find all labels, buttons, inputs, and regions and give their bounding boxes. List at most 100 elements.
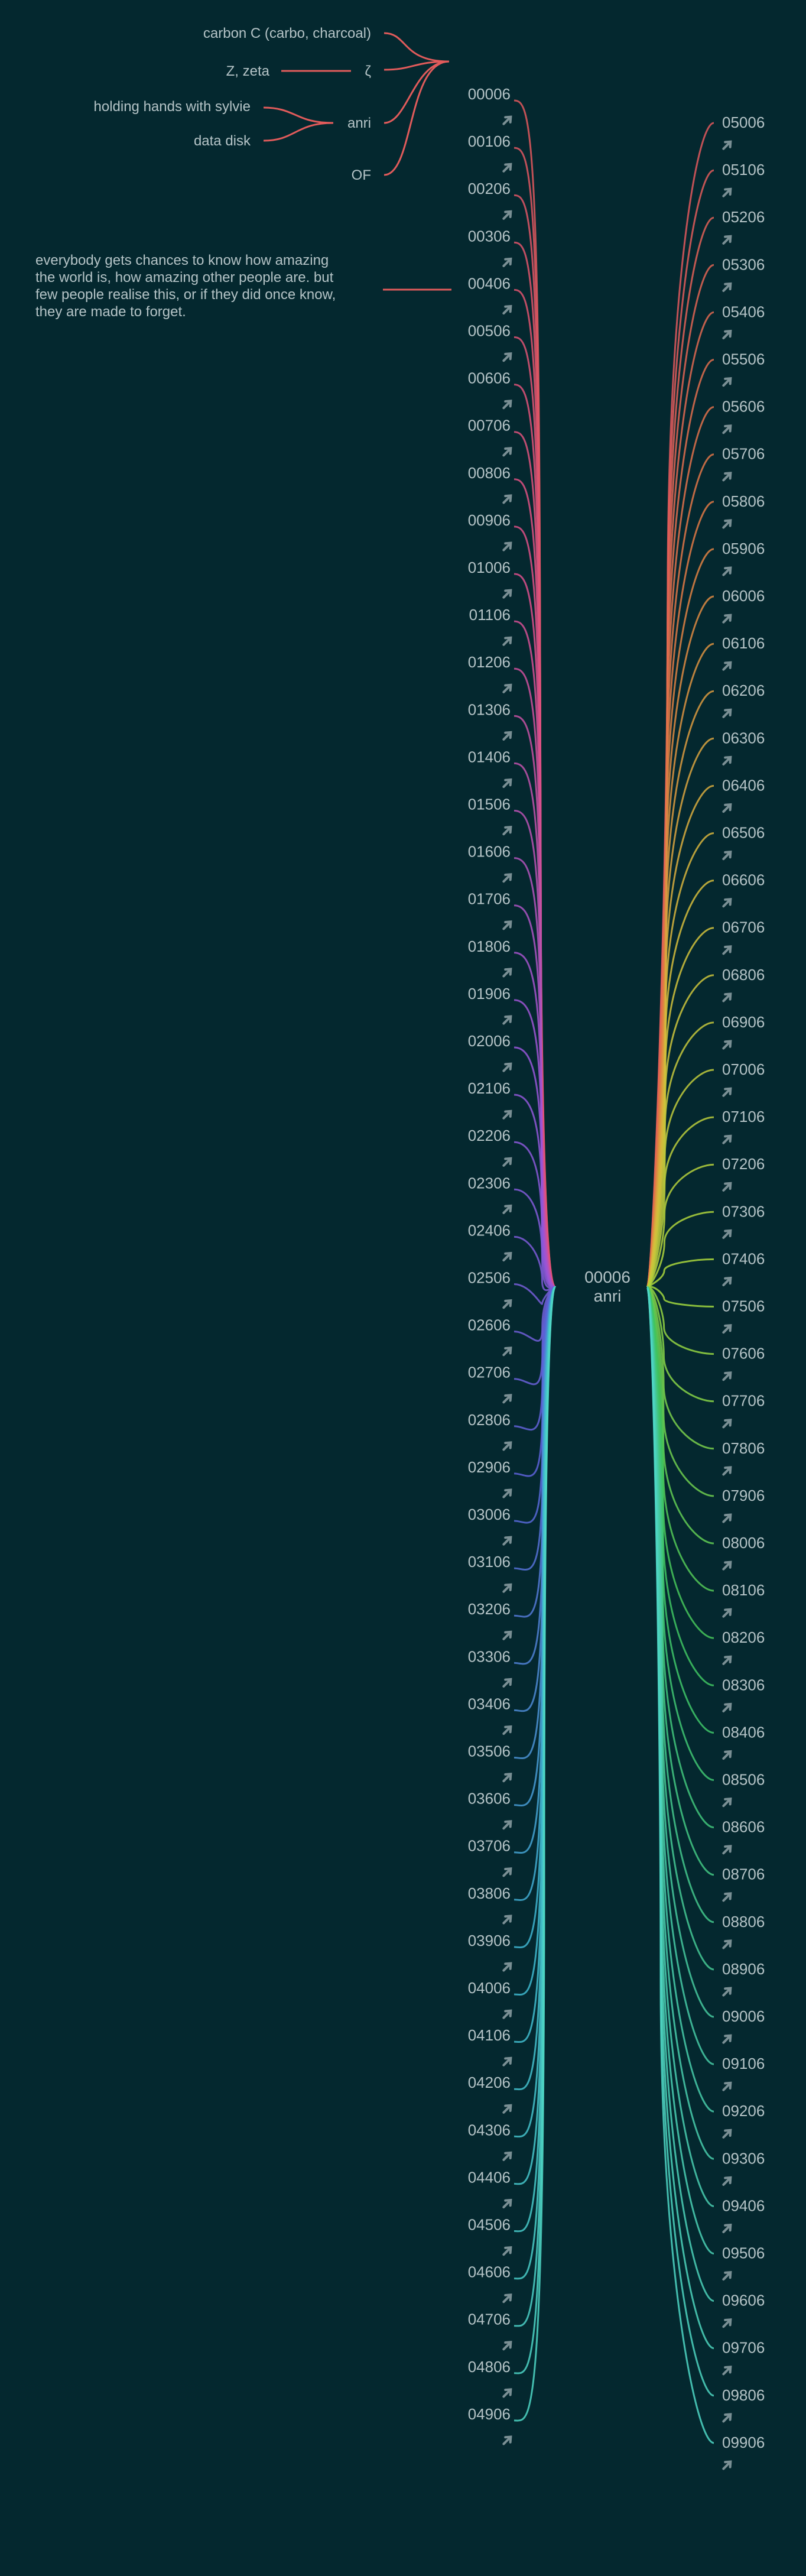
node-05006[interactable]: 05006 bbox=[722, 113, 765, 131]
node-04806[interactable]: 04806 bbox=[468, 2358, 511, 2376]
node-02906[interactable]: 02906 bbox=[468, 1458, 511, 1476]
node-00106[interactable]: 00106 bbox=[468, 132, 511, 150]
node-02306[interactable]: 02306 bbox=[468, 1174, 511, 1192]
source-holding-hands[interactable]: holding hands with sylvie bbox=[94, 99, 251, 115]
node-05906[interactable]: 05906 bbox=[722, 540, 765, 557]
node-02706[interactable]: 02706 bbox=[468, 1364, 511, 1381]
node-07606[interactable]: 07606 bbox=[722, 1345, 765, 1362]
node-03206[interactable]: 03206 bbox=[468, 1600, 511, 1618]
node-08806[interactable]: 08806 bbox=[722, 1913, 765, 1931]
node-05806[interactable]: 05806 bbox=[722, 492, 765, 510]
node-01806[interactable]: 01806 bbox=[468, 937, 511, 955]
source-of[interactable]: OF bbox=[352, 167, 371, 183]
node-09706[interactable]: 09706 bbox=[722, 2339, 765, 2357]
node-06906[interactable]: 06906 bbox=[722, 1013, 765, 1031]
node-09006[interactable]: 09006 bbox=[722, 2007, 765, 2025]
node-09506[interactable]: 09506 bbox=[722, 2244, 765, 2262]
node-04306[interactable]: 04306 bbox=[468, 2121, 511, 2139]
node-07506[interactable]: 07506 bbox=[722, 1297, 765, 1315]
node-03506[interactable]: 03506 bbox=[468, 1743, 511, 1760]
node-06806[interactable]: 06806 bbox=[722, 966, 765, 984]
node-06606[interactable]: 06606 bbox=[722, 871, 765, 889]
center-node-id[interactable]: 00006 bbox=[584, 1268, 630, 1286]
node-06106[interactable]: 06106 bbox=[722, 634, 765, 652]
node-06706[interactable]: 06706 bbox=[722, 919, 765, 936]
node-02106[interactable]: 02106 bbox=[468, 1079, 511, 1097]
node-02806[interactable]: 02806 bbox=[468, 1411, 511, 1429]
node-06206[interactable]: 06206 bbox=[722, 682, 765, 699]
node-01906[interactable]: 01906 bbox=[468, 985, 511, 1003]
node-09606[interactable]: 09606 bbox=[722, 2292, 765, 2309]
node-05606[interactable]: 05606 bbox=[722, 398, 765, 416]
node-02606[interactable]: 02606 bbox=[468, 1316, 511, 1334]
node-05306[interactable]: 05306 bbox=[722, 255, 765, 273]
node-07806[interactable]: 07806 bbox=[722, 1439, 765, 1457]
node-08506[interactable]: 08506 bbox=[722, 1771, 765, 1789]
node-02006[interactable]: 02006 bbox=[468, 1032, 511, 1050]
node-03306[interactable]: 03306 bbox=[468, 1647, 511, 1665]
node-05706[interactable]: 05706 bbox=[722, 445, 765, 463]
node-07006[interactable]: 07006 bbox=[722, 1060, 765, 1078]
node-04506[interactable]: 04506 bbox=[468, 2216, 511, 2234]
node-01506[interactable]: 01506 bbox=[468, 796, 511, 813]
node-07906[interactable]: 07906 bbox=[722, 1487, 765, 1504]
node-00906[interactable]: 00906 bbox=[468, 511, 511, 529]
node-01706[interactable]: 01706 bbox=[468, 890, 511, 908]
source-zeta-symbol[interactable]: ζ bbox=[365, 63, 371, 79]
node-07706[interactable]: 07706 bbox=[722, 1392, 765, 1410]
node-00606[interactable]: 00606 bbox=[468, 369, 511, 387]
node-06406[interactable]: 06406 bbox=[722, 776, 765, 794]
node-08606[interactable]: 08606 bbox=[722, 1818, 765, 1836]
node-01006[interactable]: 01006 bbox=[468, 559, 511, 576]
node-05106[interactable]: 05106 bbox=[722, 161, 765, 179]
node-08306[interactable]: 08306 bbox=[722, 1676, 765, 1693]
node-04006[interactable]: 04006 bbox=[468, 1979, 511, 1997]
node-09206[interactable]: 09206 bbox=[722, 2102, 765, 2120]
center-node-name[interactable]: anri bbox=[594, 1287, 622, 1305]
node-08006[interactable]: 08006 bbox=[722, 1534, 765, 1552]
node-03906[interactable]: 03906 bbox=[468, 1932, 511, 1949]
node-04706[interactable]: 04706 bbox=[468, 2311, 511, 2328]
node-06506[interactable]: 06506 bbox=[722, 824, 765, 842]
node-04906[interactable]: 04906 bbox=[468, 2405, 511, 2423]
node-00306[interactable]: 00306 bbox=[468, 227, 511, 245]
node-02506[interactable]: 02506 bbox=[468, 1269, 511, 1287]
node-01306[interactable]: 01306 bbox=[468, 700, 511, 718]
node-04106[interactable]: 04106 bbox=[468, 2026, 511, 2044]
node-04606[interactable]: 04606 bbox=[468, 2263, 511, 2281]
node-08106[interactable]: 08106 bbox=[722, 1581, 765, 1599]
node-08206[interactable]: 08206 bbox=[722, 1628, 765, 1646]
node-00506[interactable]: 00506 bbox=[468, 322, 511, 340]
node-03006[interactable]: 03006 bbox=[468, 1506, 511, 1523]
node-01206[interactable]: 01206 bbox=[468, 653, 511, 671]
node-00706[interactable]: 00706 bbox=[468, 417, 511, 434]
node-02206[interactable]: 02206 bbox=[468, 1127, 511, 1144]
node-03606[interactable]: 03606 bbox=[468, 1790, 511, 1808]
source-zeta-word[interactable]: Z, zeta bbox=[226, 63, 270, 79]
source-data-disk[interactable]: data disk bbox=[194, 133, 251, 149]
node-00406[interactable]: 00406 bbox=[468, 274, 511, 292]
node-07406[interactable]: 07406 bbox=[722, 1250, 765, 1267]
source-anri[interactable]: anri bbox=[347, 115, 371, 131]
node-08706[interactable]: 08706 bbox=[722, 1866, 765, 1883]
node-05506[interactable]: 05506 bbox=[722, 351, 765, 368]
node-03406[interactable]: 03406 bbox=[468, 1695, 511, 1712]
node-00806[interactable]: 00806 bbox=[468, 464, 511, 482]
node-09406[interactable]: 09406 bbox=[722, 2197, 765, 2214]
node-08906[interactable]: 08906 bbox=[722, 1960, 765, 1978]
node-01406[interactable]: 01406 bbox=[468, 748, 511, 765]
node-08406[interactable]: 08406 bbox=[722, 1723, 765, 1741]
node-09906[interactable]: 09906 bbox=[722, 2434, 765, 2451]
node-09106[interactable]: 09106 bbox=[722, 2055, 765, 2072]
node-00206[interactable]: 00206 bbox=[468, 180, 511, 197]
source-carbon[interactable]: carbon C (carbo, charcoal) bbox=[203, 25, 371, 41]
node-03806[interactable]: 03806 bbox=[468, 1884, 511, 1902]
node-01606[interactable]: 01606 bbox=[468, 843, 511, 861]
node-01106[interactable]: 01106 bbox=[469, 606, 511, 624]
node-00006[interactable]: 00006 bbox=[468, 85, 511, 103]
node-09806[interactable]: 09806 bbox=[722, 2386, 765, 2404]
node-06306[interactable]: 06306 bbox=[722, 729, 765, 747]
node-05206[interactable]: 05206 bbox=[722, 208, 765, 226]
node-04406[interactable]: 04406 bbox=[468, 2168, 511, 2186]
node-07206[interactable]: 07206 bbox=[722, 1155, 765, 1173]
